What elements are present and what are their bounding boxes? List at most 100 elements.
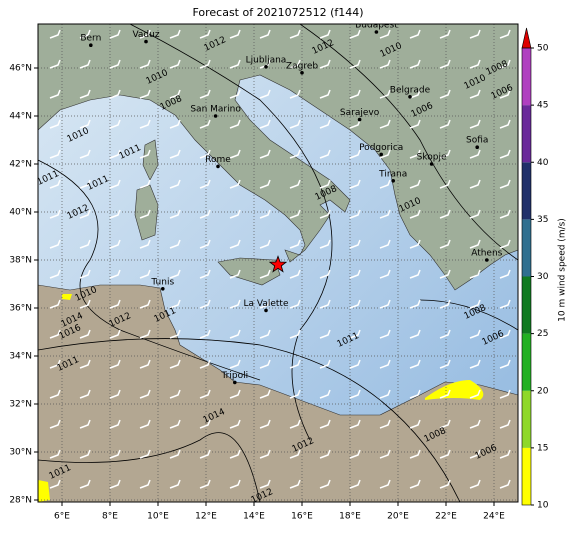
- wind-barb: [79, 449, 91, 459]
- colorbar-tick-label: 50: [537, 44, 549, 54]
- wind-barb: [349, 479, 361, 489]
- wind-barb: [109, 269, 121, 279]
- wind-barb: [319, 59, 331, 69]
- lat-tick-label: 38°N: [9, 256, 32, 266]
- city-label: Bern: [80, 34, 101, 44]
- city-label: Tunis: [150, 277, 174, 287]
- lon-tick-label: 14°E: [243, 512, 265, 522]
- wind-barb: [259, 89, 271, 99]
- wind-barb: [259, 239, 271, 249]
- city-dot: [264, 308, 268, 313]
- wind-barb: [49, 479, 61, 489]
- wind-barb: [259, 329, 271, 339]
- wind-barb: [349, 389, 361, 399]
- wind-barb: [229, 119, 241, 129]
- city-dot: [379, 152, 384, 157]
- wind-barb: [169, 269, 181, 279]
- wind-barb: [319, 419, 331, 429]
- wind-barb: [409, 419, 421, 429]
- wind-barb: [409, 329, 421, 339]
- city-label: Athens: [471, 249, 502, 259]
- wind-barb: [199, 29, 211, 39]
- wind-barb: [379, 389, 391, 399]
- wind-barb: [49, 449, 61, 459]
- wind-barb: [379, 29, 391, 39]
- wind-barb: [499, 299, 511, 309]
- wind-barb: [199, 419, 211, 429]
- wind-barb: [109, 59, 121, 69]
- wind-barb: [109, 179, 121, 189]
- wind-barb: [139, 269, 151, 279]
- wind-barb: [439, 389, 451, 399]
- wind-barb: [319, 239, 331, 249]
- city-dot: [213, 114, 218, 118]
- wind-barb: [79, 269, 91, 279]
- wind-barb: [349, 59, 361, 69]
- colorbar-tick-label: 20: [537, 386, 549, 396]
- wind-barb: [379, 329, 391, 339]
- wind-barb: [499, 89, 511, 99]
- wind-barb: [199, 449, 211, 459]
- wind-barb: [379, 479, 391, 489]
- wind-barb: [289, 59, 301, 69]
- wind-barb: [349, 119, 361, 129]
- wind-barb: [139, 329, 151, 339]
- wind-barb: [409, 59, 421, 69]
- wind-barb: [79, 359, 91, 369]
- sicily: [217, 257, 281, 286]
- wind-barb: [499, 329, 511, 339]
- wind-barb: [499, 239, 511, 249]
- city-dot: [485, 258, 489, 262]
- city-label: Budapest: [355, 21, 398, 31]
- wind-barb: [319, 149, 331, 159]
- wind-barb: [439, 239, 451, 249]
- wind-barb: [139, 119, 151, 129]
- wind-barb: [79, 149, 91, 159]
- wind-barb: [439, 29, 451, 39]
- wind-barb: [79, 389, 91, 399]
- city-dot: [264, 65, 268, 69]
- wind-barb: [229, 329, 241, 339]
- wind-barb: [469, 29, 481, 39]
- wind-barb: [79, 29, 91, 39]
- wind-barb: [319, 179, 331, 189]
- wind-barb: [109, 149, 121, 159]
- wind-barb: [499, 29, 511, 39]
- wind-barb: [49, 149, 61, 159]
- wind-barb: [469, 89, 481, 99]
- wind-barb: [49, 29, 61, 39]
- wind-barb: [109, 449, 121, 459]
- colorbar-segment: [522, 219, 531, 277]
- wind-barb: [289, 479, 301, 489]
- wind-barb: [259, 269, 271, 279]
- wind-barb: [469, 239, 481, 249]
- wind-barb: [229, 59, 241, 69]
- wind-barb: [79, 239, 91, 249]
- wind-barb: [169, 119, 181, 129]
- lon-tick-label: 20°E: [387, 512, 409, 522]
- wind-barb: [109, 89, 121, 99]
- wind-barb: [79, 179, 91, 189]
- wind-barb: [469, 209, 481, 219]
- wind-barb: [349, 149, 361, 159]
- wind-barb: [439, 149, 451, 159]
- wind-barb: [229, 479, 241, 489]
- wind-barb: [169, 149, 181, 159]
- wind-barb: [289, 29, 301, 39]
- wind-barb: [169, 59, 181, 69]
- wind-barb: [259, 449, 271, 459]
- wind-barb: [349, 329, 361, 339]
- wind-barb: [229, 179, 241, 189]
- wind-barb: [319, 449, 331, 459]
- wind-barb: [409, 149, 421, 159]
- city-dot: [475, 145, 480, 149]
- wind-barb: [259, 389, 271, 399]
- wind-barb: [229, 29, 241, 39]
- wind-barb: [499, 269, 511, 279]
- wind-barb: [379, 209, 391, 219]
- city-dot: [374, 30, 379, 34]
- lat-tick-label: 44°N: [9, 112, 32, 122]
- city-label: Podgorica: [359, 143, 403, 153]
